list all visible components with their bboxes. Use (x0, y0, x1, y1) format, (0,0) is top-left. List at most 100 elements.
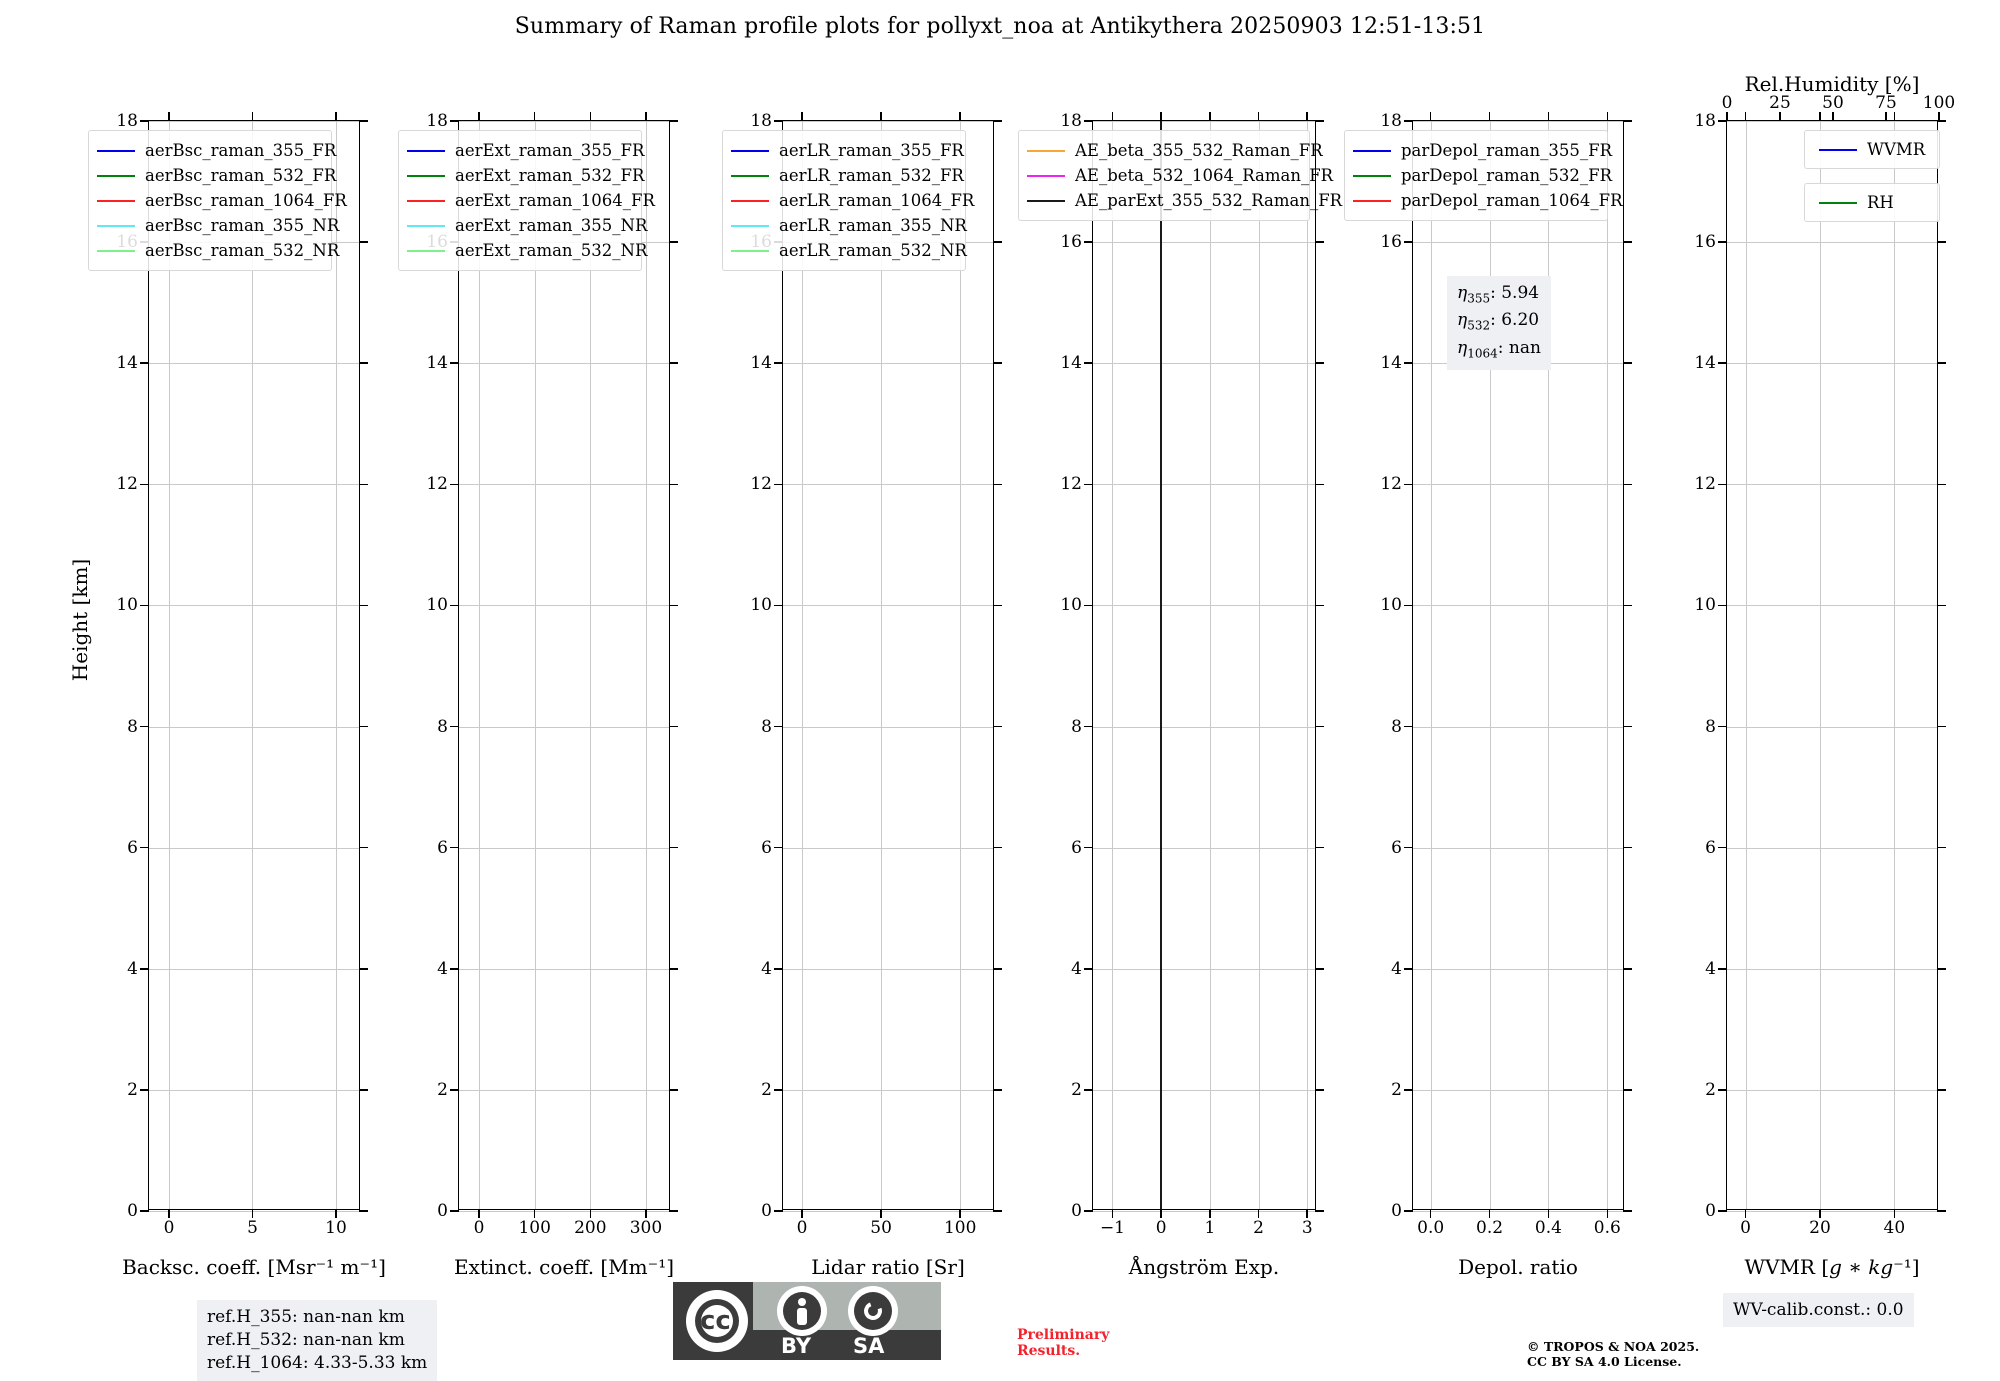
x-axis-tick-label: 0 (1155, 1218, 1167, 1238)
y-axis-tick (140, 362, 149, 365)
reference-height-line: ref.H_532: nan-nan km (207, 1330, 405, 1350)
legend-item[interactable]: aerExt_raman_532_NR (407, 238, 647, 263)
legend-item[interactable]: aerLR_raman_1064_FR (731, 188, 974, 213)
gridline-vertical (960, 121, 962, 1209)
x-axis-tick-label: 0 (796, 1218, 808, 1238)
gridline-vertical (1819, 121, 1821, 1209)
x-axis-tick-label: 10 (325, 1218, 347, 1238)
copyright-line: © TROPOS & NOA 2025. (1527, 1339, 1700, 1354)
legend-color-swatch (731, 249, 769, 252)
x-axis-tick (1306, 1209, 1309, 1218)
x-axis-tick (1819, 1209, 1821, 1218)
y-axis-tick-label: 4 (1391, 958, 1402, 979)
legend-item[interactable]: AE_parExt_355_532_Raman_FR (1027, 188, 1342, 213)
gridline-horizontal (783, 968, 993, 970)
y-axis-tick-label: 2 (1705, 1079, 1716, 1100)
y-axis-tick-label: 4 (1071, 958, 1082, 979)
gridline-horizontal (783, 1089, 993, 1091)
y-axis-tick (1718, 241, 1727, 243)
legend-item[interactable]: aerExt_raman_532_FR (407, 163, 644, 188)
legend-item[interactable]: parDepol_raman_355_FR (1353, 138, 1612, 163)
y-axis-tick (1623, 362, 1632, 365)
top-axis-tick (1938, 112, 1940, 121)
y-axis-tick (450, 120, 459, 122)
x-axis-title: Extinct. coeff. [Mm⁻¹] (453, 1255, 675, 1279)
legend-item[interactable]: aerBsc_raman_355_FR (97, 138, 336, 163)
y-axis-tick-label: 18 (1380, 111, 1402, 131)
legend-item[interactable]: WVMR (1804, 130, 1941, 169)
legend-item[interactable]: aerBsc_raman_532_NR (97, 238, 339, 263)
y-axis-tick (1084, 241, 1093, 243)
y-axis-tick (450, 362, 459, 365)
y-axis-tick (1718, 120, 1727, 122)
gridline-vertical (1548, 121, 1550, 1209)
legend-item[interactable]: AE_beta_355_532_Raman_FR (1027, 138, 1323, 163)
legend-item[interactable]: aerBsc_raman_532_FR (97, 163, 336, 188)
legend-item[interactable]: parDepol_raman_1064_FR (1353, 188, 1623, 213)
x-axis-tick (1893, 1209, 1896, 1218)
x-axis-title: WVMR [𝑔 ∗ 𝑘𝑔⁻¹] (1744, 1255, 1920, 1279)
gridline-horizontal (1093, 726, 1315, 728)
y-axis-tick (450, 1089, 459, 1091)
gridline-horizontal (1093, 968, 1315, 970)
legend-item[interactable]: aerBsc_raman_1064_FR (97, 188, 347, 213)
legend-item[interactable]: RH (1804, 183, 1941, 222)
y-axis-tick (1937, 483, 1946, 486)
legend-item[interactable]: aerExt_raman_355_FR (407, 138, 644, 163)
gridline-horizontal (1727, 605, 1937, 607)
y-axis-tick (1315, 362, 1324, 365)
gridline-vertical (801, 121, 803, 1209)
legend-item[interactable]: aerExt_raman_1064_FR (407, 188, 655, 213)
legend-color-swatch (731, 149, 769, 152)
gridline-vertical (1209, 121, 1211, 1209)
x-axis-tick-top (251, 112, 254, 121)
legend-backscatter: aerBsc_raman_355_FR aerBsc_raman_532_FR ae… (88, 130, 347, 271)
y-axis-tick-label: 10 (116, 595, 138, 616)
legend-item-label: aerExt_raman_532_NR (455, 241, 648, 260)
y-axis-tick (359, 967, 368, 970)
y-axis-tick (140, 725, 149, 728)
x-axis-tick-top (1111, 112, 1114, 121)
wv-calibration-annotation: WV-calib.const.: 0.0 (1723, 1293, 1914, 1327)
y-axis-tick (1315, 1210, 1324, 1212)
gridline-vertical (645, 121, 647, 1209)
y-axis-tick-label: 10 (750, 595, 772, 616)
y-axis-tick-label: 16 (1380, 232, 1402, 253)
legend-color-swatch (407, 149, 445, 152)
cc-core (701, 1305, 733, 1337)
legend-item-label: aerBsc_raman_532_NR (145, 241, 340, 260)
legend-item[interactable]: AE_beta_532_1064_Raman_FR (1027, 163, 1333, 188)
y-axis-tick (1084, 120, 1093, 122)
gridline-horizontal (1727, 484, 1937, 486)
legend-item[interactable]: aerLR_raman_355_NR (731, 213, 967, 238)
top-axis-tick-label: 25 (1769, 93, 1791, 113)
legend-item[interactable]: aerLR_raman_532_NR (731, 238, 967, 263)
gridline-horizontal (459, 968, 669, 970)
figure-title: Summary of Raman profile plots for polly… (514, 14, 1486, 39)
gridline-horizontal (1413, 726, 1623, 728)
x-axis-tick-label: 200 (574, 1218, 607, 1238)
y-axis-tick-label: 8 (1391, 716, 1402, 737)
legend-item[interactable]: aerExt_raman_355_NR (407, 213, 647, 238)
y-axis-tick (1315, 1089, 1324, 1091)
legend-item[interactable]: aerLR_raman_532_FR (731, 163, 964, 188)
x-axis-tick-label: 50 (870, 1218, 892, 1238)
y-axis-tick (1084, 1210, 1093, 1212)
gridline-vertical (1607, 121, 1609, 1209)
y-axis-tick (669, 120, 678, 122)
y-axis-tick (1084, 967, 1093, 970)
legend-item-label: aerLR_raman_532_NR (779, 241, 967, 260)
legend-item[interactable]: aerLR_raman_355_FR (731, 138, 964, 163)
y-axis-tick (669, 604, 678, 607)
y-axis-tick (1404, 362, 1413, 365)
legend-item[interactable]: aerBsc_raman_355_NR (97, 213, 339, 238)
y-axis-tick (1937, 362, 1946, 365)
top-axis-tick (1885, 112, 1887, 121)
x-axis-tick-label: 0 (1740, 1218, 1752, 1238)
gridline-horizontal (149, 1211, 359, 1212)
x-axis-tick-top (959, 112, 961, 121)
y-axis-tick-label: 2 (437, 1079, 448, 1100)
y-axis-tick (140, 846, 149, 849)
legend-item-label: parDepol_raman_1064_FR (1401, 191, 1623, 210)
legend-item[interactable]: parDepol_raman_532_FR (1353, 163, 1612, 188)
